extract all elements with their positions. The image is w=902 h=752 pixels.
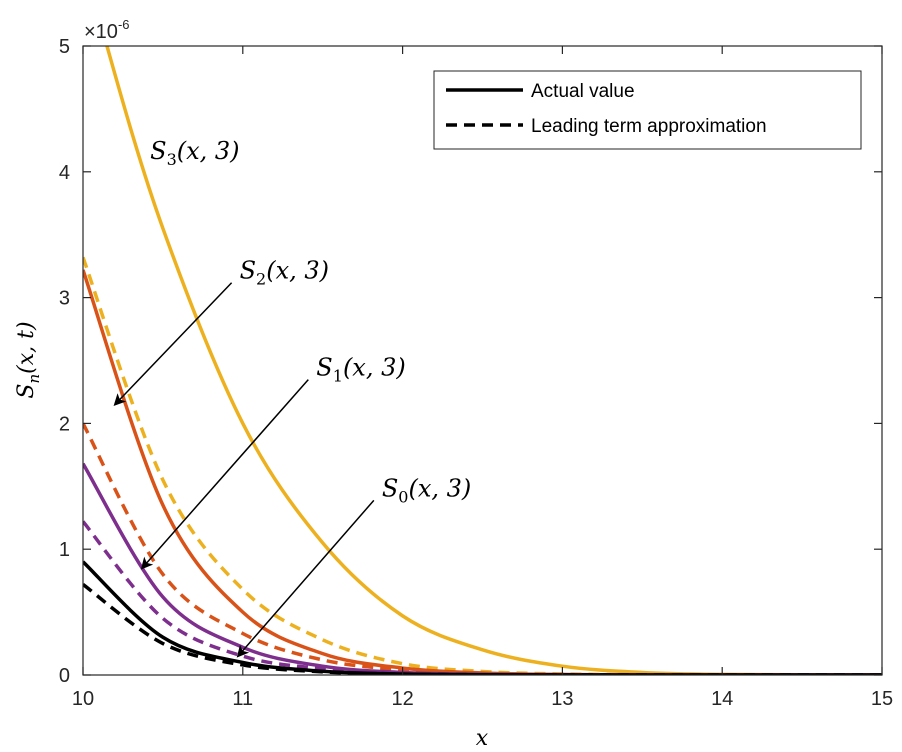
legend-label-actual: Actual value: [531, 81, 635, 102]
x-tick-label: 11: [232, 688, 253, 710]
annotation-args: (x, 3): [266, 257, 329, 285]
annotation-args: (x, 3): [177, 137, 240, 165]
x-axis-label: x: [476, 726, 489, 751]
x-tick-label: 15: [871, 688, 893, 710]
y-tick-label: 1: [59, 539, 70, 561]
annotation-label-s3: S3(x, 3): [150, 137, 239, 169]
legend: Actual value Leading term approximation: [433, 70, 862, 150]
y-axis: 0 1 2 3 4 5: [59, 36, 882, 687]
annotation-arrow-s0: [236, 499, 375, 658]
annotation-label-s2: S2(x, 3): [240, 257, 329, 289]
y-axis-exponent: ×10-6: [84, 17, 130, 43]
y-tick-label: 4: [59, 162, 70, 184]
annotation-symbol: S: [382, 474, 398, 502]
plot-area: [83, 46, 882, 675]
annotation-label-s0: S0(x, 3): [382, 474, 471, 506]
plot-frame: [82, 45, 883, 676]
annotation-subscript: 0: [398, 487, 408, 506]
y-exponent-power: -6: [118, 17, 130, 32]
annotation-symbol: S: [150, 137, 166, 165]
legend-label-leading: Leading term approximation: [531, 116, 767, 137]
y-tick-label: 3: [59, 288, 70, 310]
series-s2-leading-term-line: [83, 422, 882, 675]
annotation-symbol: S: [316, 354, 332, 382]
annotation-subscript: 2: [256, 270, 266, 289]
annotation-args: (x, 3): [408, 474, 471, 502]
y-tick-label: 5: [59, 36, 70, 58]
annotation-symbol: S: [240, 257, 256, 285]
annotation-arrow-s1: [140, 379, 309, 570]
annotation-layer: S3(x, 3)S2(x, 3)S1(x, 3)S0(x, 3): [113, 137, 471, 658]
y-exponent-base: ×10: [84, 21, 118, 43]
y-label-sub: n: [25, 374, 43, 384]
annotation-subscript: 3: [167, 150, 177, 169]
annotation-subscript: 1: [333, 367, 343, 386]
x-axis: 10 11 12 13 14 15: [72, 46, 893, 710]
annotation-arrow-s2: [113, 282, 233, 406]
y-tick-label: 2: [59, 413, 70, 435]
series-s1-leading-term-line: [83, 520, 882, 675]
y-axis-label: Sn(x, t): [14, 321, 43, 398]
annotation-label-s1: S1(x, 3): [316, 354, 405, 386]
x-tick-label: 12: [391, 688, 413, 710]
y-label-args: (x, t): [14, 321, 39, 373]
x-tick-label: 13: [551, 688, 573, 710]
y-tick-label: 0: [59, 665, 70, 687]
x-tick-label: 14: [711, 688, 733, 710]
legend-box: [433, 70, 862, 150]
annotation-args: (x, 3): [343, 354, 406, 382]
x-tick-label: 10: [72, 688, 94, 710]
